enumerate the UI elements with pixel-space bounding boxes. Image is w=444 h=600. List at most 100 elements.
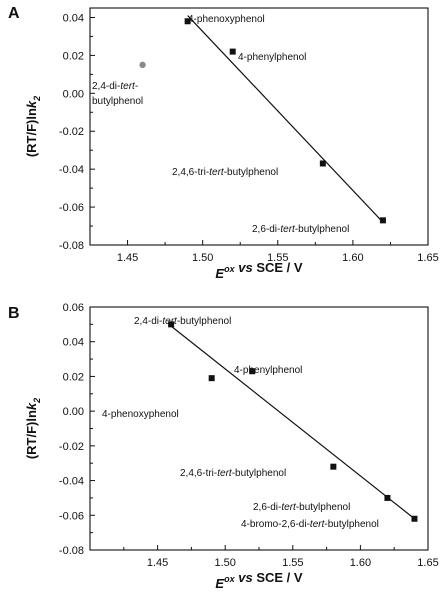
point-label-text: 4-phenoxyphenol	[102, 409, 179, 420]
panel-letter: B	[8, 305, 20, 322]
x-axis-title-part: SCE / V	[253, 570, 303, 585]
x-tick-label: 1.65	[417, 252, 438, 264]
point-label-text: 2,4-di-	[134, 316, 162, 327]
x-tick-label: 1.65	[417, 557, 438, 569]
y-tick-label: 0.00	[63, 406, 84, 418]
y-tick-label: -0.06	[59, 510, 84, 522]
point-label: 4-phenoxyphenol	[102, 409, 179, 420]
fit-line	[170, 325, 415, 520]
point-label-italic: tert	[120, 81, 136, 92]
point-label: 2,4,6-tri-tert-butylphenol	[180, 468, 286, 479]
chart-panel-A: A 1.45 1.50 1.55 1.60 1.65 0.04 0.02 0.00 -0.02 -0…	[8, 5, 439, 281]
point-label-text: 4-phenylphenol	[234, 365, 302, 376]
y-axis-title-k: k	[24, 100, 39, 108]
panel-letter: A	[8, 5, 20, 22]
data-point	[411, 515, 418, 522]
y-tick-label: -0.02	[59, 126, 84, 138]
x-tick-label: 1.45	[147, 557, 168, 569]
point-label-text: -butylphenol	[224, 167, 278, 178]
x-axis-title-vs: vs	[238, 260, 252, 275]
plot-frame	[89, 306, 429, 551]
data-point	[139, 61, 146, 69]
point-label-italic: tert	[310, 519, 326, 530]
data-point	[249, 368, 256, 375]
point-label: butylphenol	[92, 96, 143, 107]
y-tick-label: 0.06	[63, 302, 84, 314]
point-label-text: 2,6-di-	[253, 502, 281, 513]
y-axis-title-sub: 2	[32, 96, 42, 102]
x-tick-label: 1.55	[267, 252, 288, 264]
y-tick-label: 0.04	[63, 12, 84, 24]
fit-line	[187, 15, 384, 223]
x-tick-label: 1.50	[214, 557, 235, 569]
x-axis-title: Eox vs SCE / V	[215, 570, 302, 591]
point-label-text: 2,6-di-	[252, 224, 280, 235]
y-tick-label: -0.06	[59, 202, 84, 214]
point-label-text: -butylphenol	[295, 224, 349, 235]
point-label: 2,6-di-tert-butylphenol	[252, 224, 349, 235]
point-label-italic: tert	[217, 468, 233, 479]
x-axis-title-main: E	[215, 266, 224, 281]
point-label: 2,4-di-tert-butylphenol	[134, 316, 231, 327]
point-label-text: -butylphenol	[324, 519, 378, 530]
point-label-italic: tert	[162, 316, 178, 327]
point-label: 2,6-di-tert-butylphenol	[253, 502, 350, 513]
x-tick-label: 1.60	[350, 557, 371, 569]
y-axis-title: (RT/F)lnk2	[24, 96, 42, 157]
x-axis-title-part: SCE / V	[253, 260, 303, 275]
y-tick-label: 0.02	[63, 371, 84, 383]
point-label-italic: tert	[280, 224, 296, 235]
x-axis-title-sup: ox	[224, 264, 235, 274]
point-label-italic: tert	[281, 502, 297, 513]
y-tick-label: 0.00	[63, 88, 84, 100]
x-axis-title-sup: ox	[224, 574, 235, 584]
point-label-italic: tert	[209, 167, 225, 178]
point-label-text: -	[135, 81, 138, 92]
point-label-text: 2,4,6-tri-	[172, 167, 209, 178]
data-point	[168, 321, 175, 328]
y-tick-label: -0.08	[59, 240, 84, 252]
data-point	[330, 463, 337, 470]
x-axis-title-main: E	[215, 576, 224, 591]
point-label-text: butylphenol	[92, 96, 143, 107]
point-label: 2,4,6-tri-tert-butylphenol	[172, 167, 278, 178]
x-tick-label: 1.60	[342, 252, 363, 264]
x-axis-title-vs: vs	[238, 570, 252, 585]
y-tick-label: 0.02	[63, 50, 84, 62]
y-tick-label: -0.02	[59, 441, 84, 453]
chart-panel-B: B 1.45 1.50 1.55 1.60 1.65 0.06 0.04 0.02 0.00 -0.…	[8, 302, 439, 591]
point-label-text: -butylphenol	[296, 502, 350, 513]
y-axis-title-sub: 2	[32, 398, 42, 404]
data-point	[208, 375, 215, 382]
plot-frame	[89, 7, 429, 246]
x-tick-label: 1.50	[192, 252, 213, 264]
point-label: 2,4-di-tert-	[92, 81, 138, 92]
point-label: 4-phenylphenol	[238, 52, 306, 63]
x-axis-title: Eox vs SCE / V	[215, 260, 302, 281]
point-label-text: 2,4-di-	[92, 81, 120, 92]
point-label: 4-bromo-2,6-di-tert-butylphenol	[241, 519, 379, 530]
data-point	[379, 217, 386, 224]
data-point	[184, 18, 191, 25]
y-tick-label: 0.04	[63, 337, 84, 349]
point-label-text: 4-bromo-2,6-di-	[241, 519, 310, 530]
y-tick-label: -0.04	[59, 164, 84, 176]
y-axis-title-k: k	[24, 402, 39, 410]
data-point	[384, 494, 391, 501]
y-axis-title-main: (RT/F)ln	[24, 410, 39, 459]
y-axis-title-main: (RT/F)ln	[24, 108, 39, 157]
point-label-text: -butylphenol	[232, 468, 286, 479]
point-label: 4-phenoxyphenol	[188, 14, 265, 25]
x-tick-label: 1.45	[117, 252, 138, 264]
x-tick-label: 1.55	[282, 557, 303, 569]
y-tick-label: -0.08	[59, 545, 84, 557]
y-tick-label: -0.04	[59, 476, 84, 488]
point-label: 4-phenylphenol	[234, 365, 302, 376]
point-label-text: 2,4,6-tri-	[180, 468, 217, 479]
y-axis-title: (RT/F)lnk2	[24, 398, 42, 459]
data-point	[229, 48, 236, 55]
point-label-text: 4-phenylphenol	[238, 52, 306, 63]
data-point	[319, 160, 326, 167]
point-label-text: 4-phenoxyphenol	[188, 14, 265, 25]
